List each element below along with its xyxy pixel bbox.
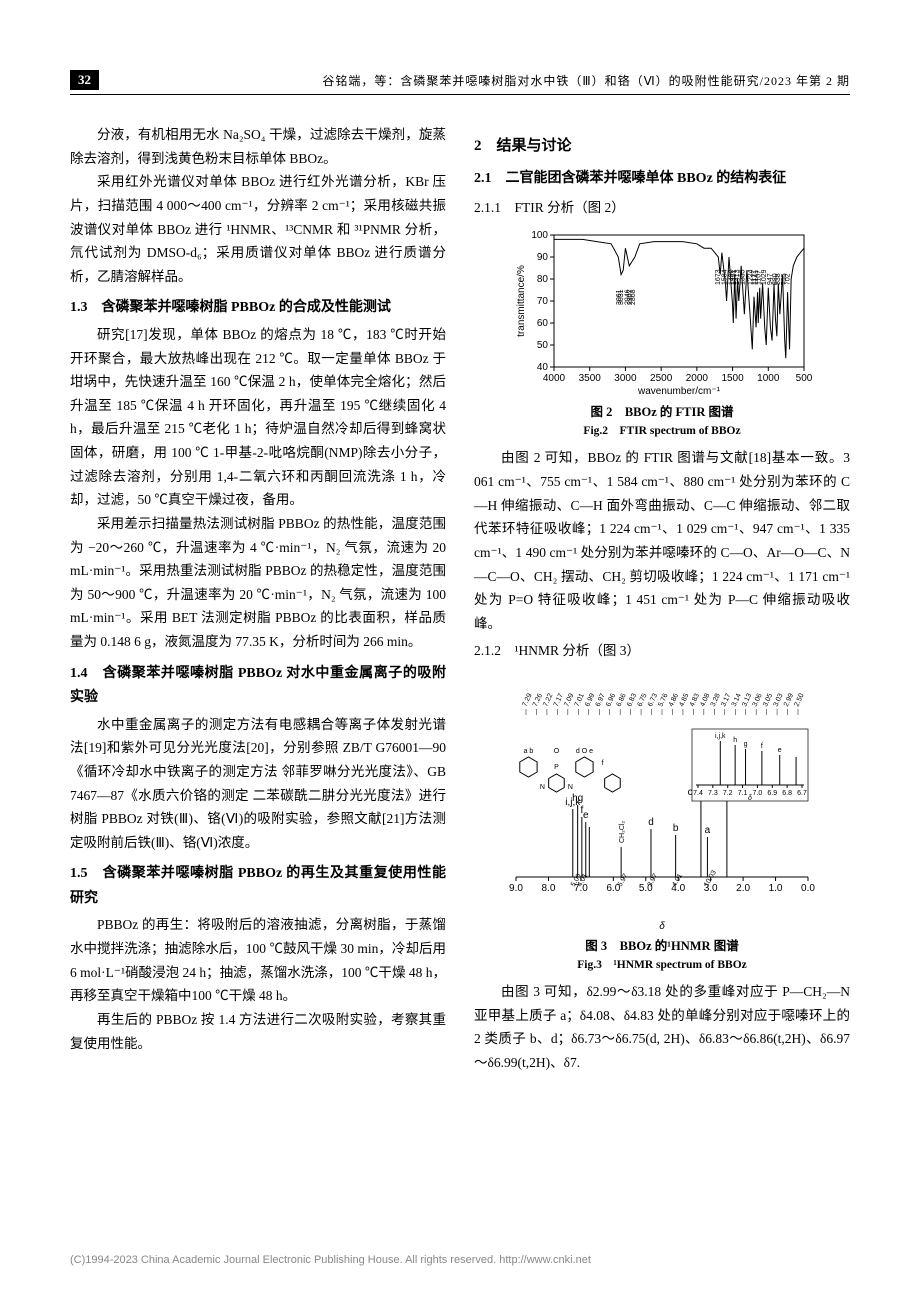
svg-text:O: O	[554, 748, 560, 755]
hnmr-chart: 9.08.07.06.05.04.03.02.01.00.0δi,j,khgfe…	[502, 671, 822, 931]
body-text: 分液，有机相用无水 Na₂SO₄ 干燥，过滤除去干燥剂，旋蒸除去溶剂，得到浅黄色…	[70, 123, 446, 170]
svg-text:b: b	[673, 823, 679, 834]
svg-text:6.7: 6.7	[797, 790, 807, 797]
svg-text:2000: 2000	[686, 373, 709, 384]
svg-text:1335: 1335	[739, 270, 746, 286]
svg-text:wavenumber/cm⁻¹: wavenumber/cm⁻¹	[637, 386, 721, 397]
svg-text:90: 90	[537, 252, 549, 263]
svg-text:e: e	[778, 747, 782, 754]
svg-text:3500: 3500	[579, 373, 602, 384]
body-text: PBBOz 的再生：将吸附后的溶液抽滤，分离树脂，于蒸馏水中搅拌洗涤；抽滤除水后…	[70, 913, 446, 1008]
svg-text:hg: hg	[572, 793, 583, 804]
page-header: 32 谷铭端，等：含磷聚苯并噁嗪树脂对水中铁（Ⅲ）和铬（Ⅵ）的吸附性能研究/20…	[70, 70, 850, 95]
svg-text:8.0: 8.0	[541, 883, 555, 894]
svg-text:2.50: 2.50	[793, 692, 805, 707]
body-text: 研究[17]发现，单体 BBOz 的熔点为 18 ℃，183 ℃时开始开环聚合，…	[70, 323, 446, 512]
svg-text:a: a	[705, 825, 711, 836]
svg-text:4000: 4000	[543, 373, 566, 384]
figure-caption-cn: 图 3 BBOz 的¹HNMR 图谱	[474, 935, 850, 954]
svg-text:N: N	[540, 784, 545, 791]
svg-text:2500: 2500	[650, 373, 673, 384]
figure-caption-cn: 图 2 BBOz 的 FTIR 图谱	[474, 401, 850, 420]
figure-2: 40 50 60 70 80 90 100 4000 3500 3000 2500 2000 1500 1…	[474, 227, 850, 438]
figure-3: 9.08.07.06.05.04.03.02.01.00.0δi,j,khgfe…	[474, 671, 850, 972]
svg-text:7.1: 7.1	[738, 790, 748, 797]
svg-text:7.4: 7.4	[693, 790, 703, 797]
right-column: 2 结果与讨论 2.1 二官能团含磷苯并噁嗪单体 BBOz 的结构表征 2.1.…	[474, 123, 850, 1075]
figure-caption-en: Fig.3 ¹HNMR spectrum of BBOz	[474, 956, 850, 972]
svg-text:transmittance/%: transmittance/%	[516, 265, 527, 337]
subsection-heading: 2.1.1 FTIR 分析（图 2）	[474, 196, 850, 220]
svg-text:h: h	[733, 737, 737, 744]
svg-text:f: f	[601, 760, 603, 767]
svg-text:5.97: 5.97	[617, 873, 630, 888]
section-heading: 1.3 含磷聚苯并噁嗪树脂 PBBOz 的合成及性能测试	[70, 296, 446, 321]
ftir-chart: 40 50 60 70 80 90 100 4000 3500 3000 2500 2000 1500 1…	[512, 227, 812, 397]
svg-text:P: P	[554, 764, 559, 771]
svg-text:702: 702	[785, 274, 792, 286]
svg-text:9.0: 9.0	[509, 883, 523, 894]
section-heading: 2 结果与讨论	[474, 133, 850, 159]
svg-text:δ: δ	[659, 921, 665, 931]
svg-text:g: g	[744, 741, 748, 748]
svg-text:60: 60	[537, 318, 549, 329]
svg-text:N: N	[568, 784, 573, 791]
svg-text:2868: 2868	[630, 290, 637, 306]
figure-caption-en: Fig.2 FTIR spectrum of BBOz	[474, 422, 850, 438]
body-text: 采用红外光谱仪对单体 BBOz 进行红外光谱分析，KBr 压片，扫描范围 4 0…	[70, 170, 446, 288]
svg-text:CH₂Cl₂: CH₂Cl₂	[619, 821, 626, 843]
svg-text:3.97: 3.97	[647, 873, 660, 888]
svg-text:1000: 1000	[757, 373, 780, 384]
subsection-heading: 2.1.2 ¹HNMR 分析（图 3）	[474, 639, 850, 663]
svg-text:a b: a b	[524, 748, 534, 755]
svg-text:d O e: d O e	[576, 748, 593, 755]
left-column: 分液，有机相用无水 Na₂SO₄ 干燥，过滤除去干燥剂，旋蒸除去溶剂，得到浅黄色…	[70, 123, 446, 1075]
svg-text:50: 50	[537, 340, 549, 351]
body-text: 采用差示扫描量热法测试树脂 PBBOz 的热性能，温度范围为 −20～260 ℃…	[70, 512, 446, 654]
body-text: 水中重金属离子的测定方法有电感耦合等离子体发射光谱法[19]和紫外可见分光光度法…	[70, 713, 446, 855]
svg-text:i,j,k: i,j,k	[715, 733, 726, 740]
svg-text:7.0: 7.0	[753, 790, 763, 797]
svg-text:70: 70	[537, 296, 549, 307]
svg-text:7.2: 7.2	[723, 790, 733, 797]
body-text: 再生后的 PBBOz 按 1.4 方法进行二次吸附实验，考察其重复使用性能。	[70, 1008, 446, 1055]
svg-text:d: d	[648, 817, 654, 828]
svg-text:3000: 3000	[614, 373, 637, 384]
body-text: 由图 3 可知，δ2.99～δ3.18 处的多重峰对应于 P—CH₂—N 亚甲基…	[474, 980, 850, 1075]
page-footer: (C)1994-2023 China Academic Journal Elec…	[70, 1254, 850, 1266]
svg-text:δ: δ	[748, 795, 752, 802]
svg-text:f: f	[761, 743, 763, 750]
running-head: 谷铭端，等：含磷聚苯并噁嗪树脂对水中铁（Ⅲ）和铬（Ⅵ）的吸附性能研究/2023 …	[107, 72, 850, 89]
svg-text:0.0: 0.0	[801, 883, 815, 894]
svg-text:40: 40	[537, 362, 549, 373]
svg-text:2.0: 2.0	[736, 883, 750, 894]
page-number: 32	[70, 70, 99, 90]
svg-text:1.0: 1.0	[769, 883, 783, 894]
svg-text:100: 100	[531, 230, 548, 241]
svg-text:500: 500	[796, 373, 812, 384]
svg-text:6.9: 6.9	[767, 790, 777, 797]
svg-text:7.3: 7.3	[708, 790, 718, 797]
svg-text:6.8: 6.8	[782, 790, 792, 797]
svg-text:80: 80	[537, 274, 549, 285]
body-text: 由图 2 可知，BBOz 的 FTIR 图谱与文献[18]基本一致。3 061 …	[474, 446, 850, 635]
section-heading: 2.1 二官能团含磷苯并噁嗪单体 BBOz 的结构表征	[474, 167, 850, 192]
section-heading: 1.5 含磷聚苯并噁嗪树脂 PBBOz 的再生及其重复使用性能研究	[70, 862, 446, 911]
svg-text:1500: 1500	[721, 373, 744, 384]
section-heading: 1.4 含磷聚苯并噁嗪树脂 PBBOz 对水中重金属离子的吸附实验	[70, 662, 446, 711]
svg-text:e: e	[583, 810, 589, 821]
